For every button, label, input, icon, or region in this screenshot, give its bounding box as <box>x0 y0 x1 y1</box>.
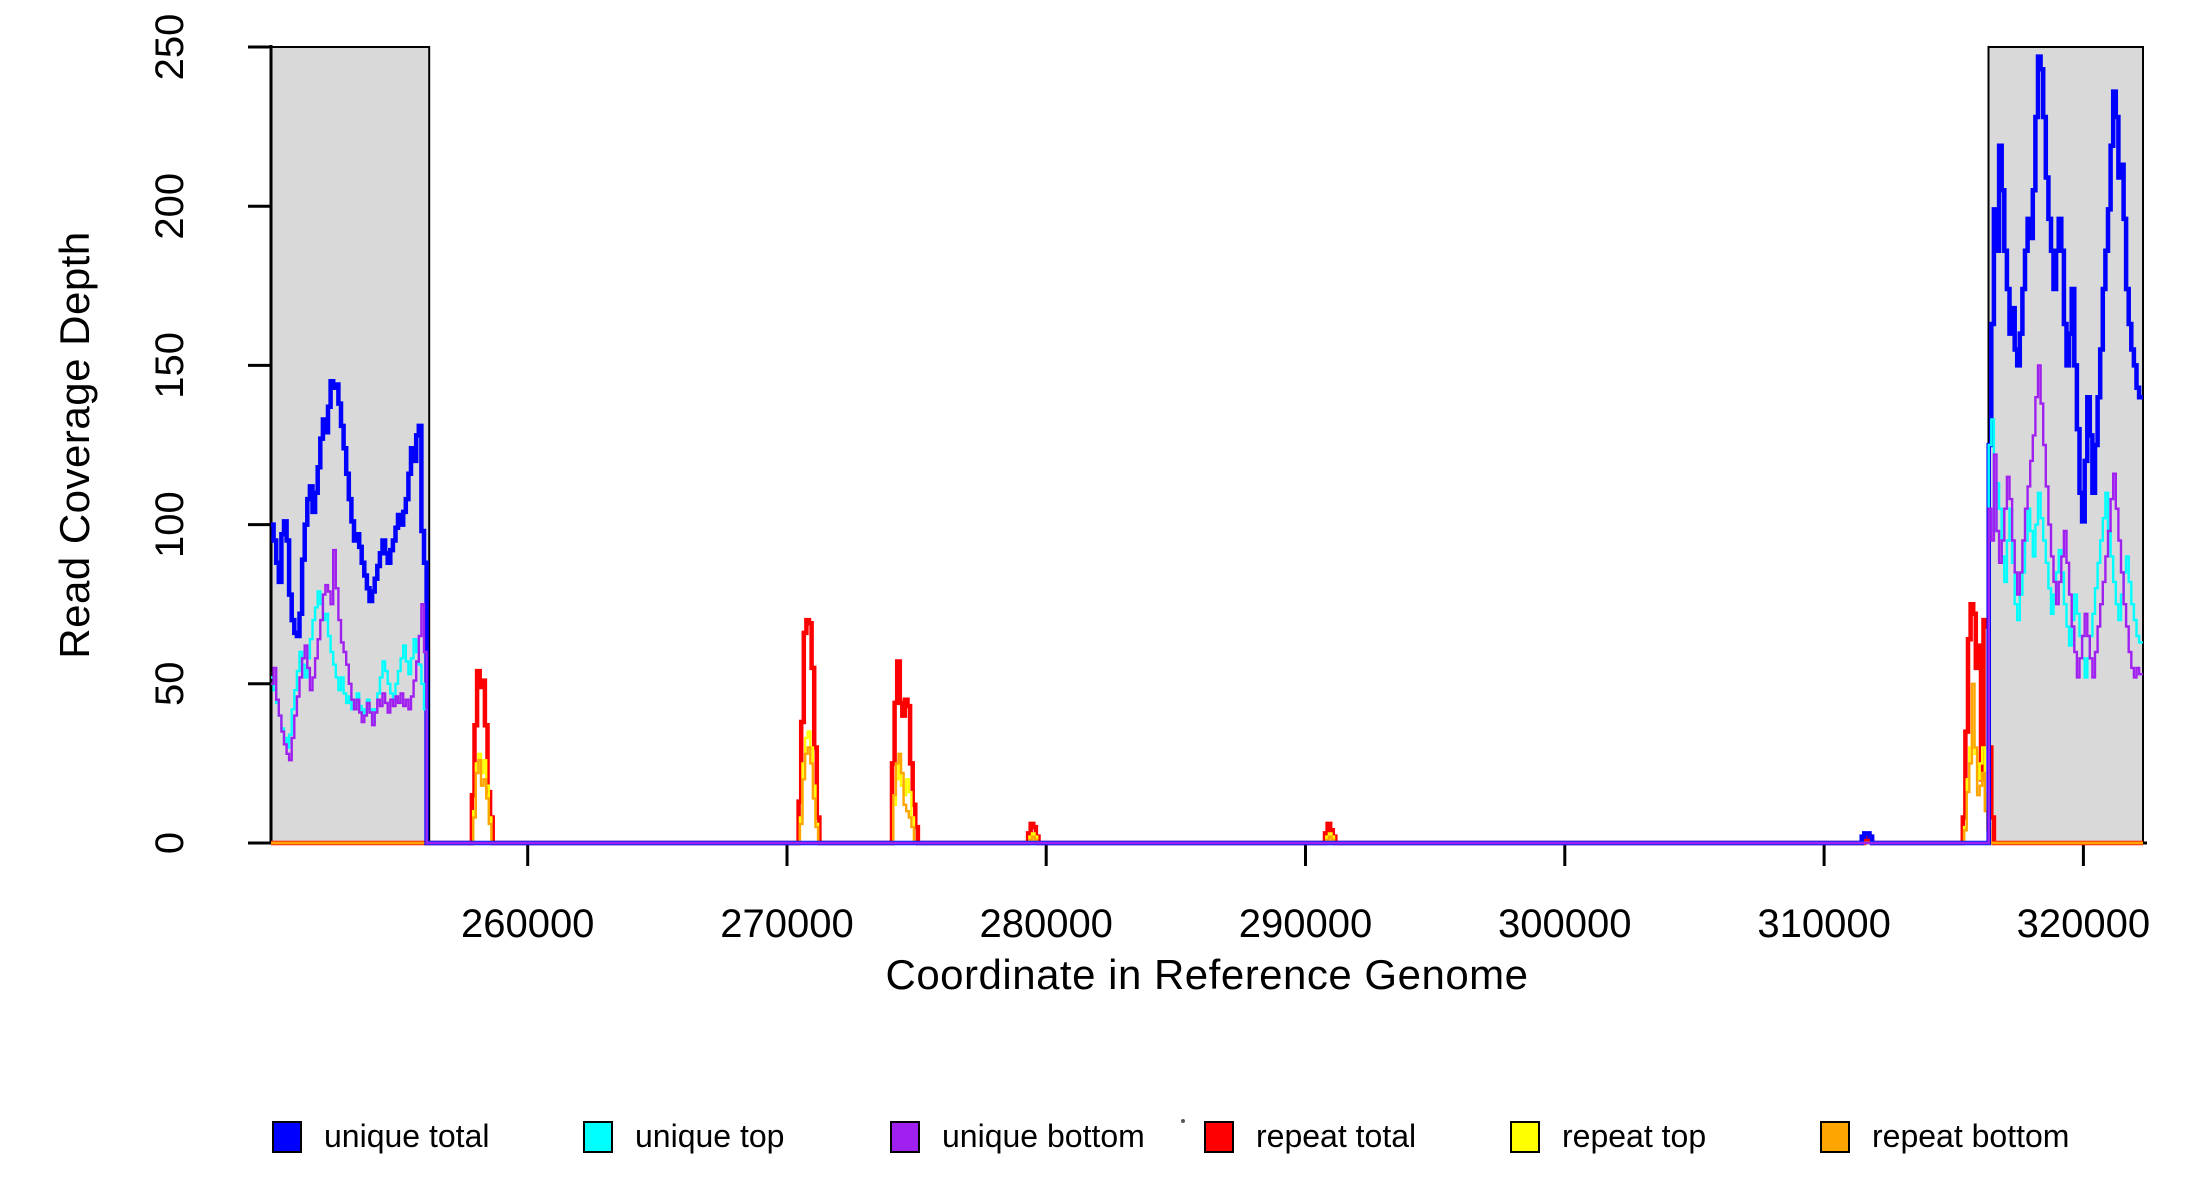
y-tick-label: 100 <box>148 491 192 558</box>
x-tick-label: 270000 <box>720 902 853 946</box>
series-unique-top <box>271 418 2143 845</box>
x-tick-label: 260000 <box>461 902 594 946</box>
series-unique-bottom <box>271 364 2143 845</box>
series-unique-total <box>271 54 2143 846</box>
x-axis-title: Coordinate in Reference Genome <box>885 951 1529 998</box>
x-tick-label: 280000 <box>979 902 1112 946</box>
y-tick-label: 50 <box>148 662 192 707</box>
stray-dot <box>1181 1119 1185 1123</box>
series-repeat-total <box>271 601 2143 846</box>
y-axis-title: Read Coverage Depth <box>51 231 98 659</box>
y-tick-label: 200 <box>148 173 192 240</box>
x-tick-label: 300000 <box>1498 902 1631 946</box>
y-tick-label: 150 <box>148 332 192 399</box>
x-tick-label: 310000 <box>1757 902 1890 946</box>
series-repeat-bottom <box>271 682 2143 845</box>
y-tick-label: 250 <box>148 14 192 81</box>
x-tick-label: 290000 <box>1239 902 1372 946</box>
x-tick-label: 320000 <box>2017 902 2150 946</box>
series-repeat-top <box>271 730 2143 845</box>
y-tick-label: 0 <box>148 832 192 854</box>
